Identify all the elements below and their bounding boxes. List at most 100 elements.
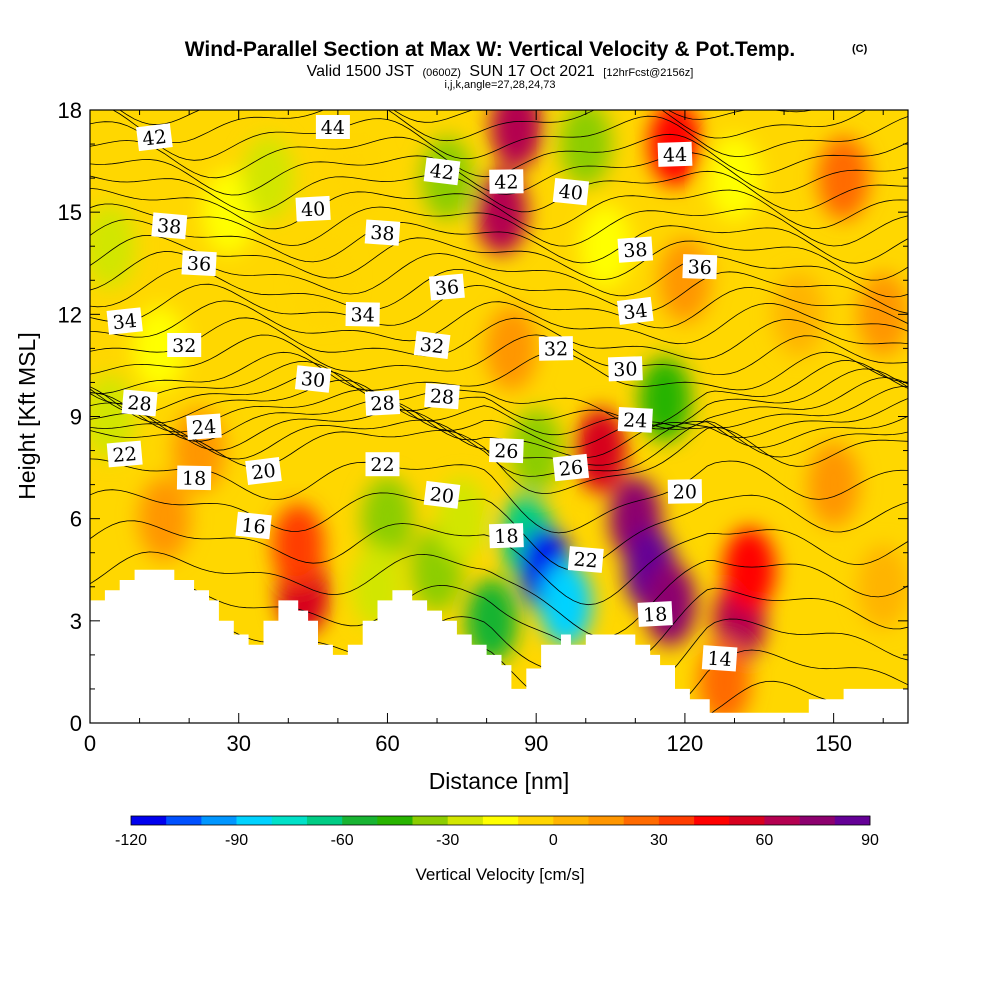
theta-line-29 xyxy=(90,360,908,428)
theta-line-44 xyxy=(90,115,908,161)
colorbar-tick-label: -30 xyxy=(436,832,459,849)
colorbar-swatch-1 xyxy=(166,816,202,825)
contour-label-box xyxy=(167,333,202,357)
w-cell-17 xyxy=(490,110,543,170)
subtitle-valid: Valid 1500 JST xyxy=(307,63,415,80)
contour-label-box xyxy=(106,440,143,468)
contour-label-15: 34 xyxy=(616,296,654,325)
colorbar-swatch-17 xyxy=(729,816,765,825)
colorbar-swatch-16 xyxy=(694,816,730,825)
contour-label-text: 36 xyxy=(687,256,712,279)
colorbar-tick-label: 90 xyxy=(861,832,879,849)
w-cell-31 xyxy=(658,238,711,323)
contour-label-box xyxy=(413,331,451,359)
contour-label-text: 34 xyxy=(350,304,375,326)
colorbar-swatch-8 xyxy=(412,816,449,825)
w-cell-36 xyxy=(772,272,825,357)
colorbar-swatch-10 xyxy=(482,816,519,825)
w-cell-1 xyxy=(90,204,136,289)
contour-label-28: 26 xyxy=(552,453,590,482)
w-cell-40 xyxy=(857,272,908,357)
contour-label-13: 34 xyxy=(106,307,143,335)
contour-label-29: 18 xyxy=(176,465,212,491)
colorbar-swatch-9 xyxy=(447,816,484,825)
contour-label-box xyxy=(364,219,401,246)
colorbar-tick-label: 60 xyxy=(756,832,774,849)
contour-label-7: 40 xyxy=(295,195,331,222)
contour-label-5: 44 xyxy=(657,141,693,167)
contour-label-9: 38 xyxy=(617,236,654,263)
chart-subtitle: Valid 1500 JST (0600Z) SUN 17 Oct 2021 [… xyxy=(307,63,694,80)
contour-label-text: 28 xyxy=(370,392,395,415)
w-cell-35 xyxy=(723,527,776,612)
colorbar-swatch-19 xyxy=(799,816,836,825)
contour-label-box xyxy=(365,452,400,477)
contour-label-box xyxy=(245,457,282,485)
w-cell-22 xyxy=(539,561,592,646)
contour-label-box xyxy=(106,307,143,335)
theta-line-32 xyxy=(90,317,908,360)
colorbar-swatch-7 xyxy=(377,816,413,825)
theta-line-42 xyxy=(90,152,908,196)
copyright-mark: (C) xyxy=(852,43,868,55)
contour-label-box xyxy=(176,465,212,491)
contour-label-text: 42 xyxy=(494,171,519,193)
contour-label-text: 36 xyxy=(186,253,211,276)
colorbar-swatch-14 xyxy=(623,816,660,825)
colorbar-swatch-2 xyxy=(201,816,237,825)
contour-label-text: 44 xyxy=(321,117,345,139)
y-tick-label: 3 xyxy=(70,609,82,634)
theta-line-20 xyxy=(90,489,908,571)
contour-label-text: 36 xyxy=(434,276,460,300)
contour-label-25: 24 xyxy=(617,407,653,433)
contour-label-text: 22 xyxy=(573,548,599,572)
contour-label-box xyxy=(294,365,332,393)
contour-label-24: 24 xyxy=(186,413,222,440)
theta-line-36 xyxy=(90,251,908,298)
contour-label-box xyxy=(701,645,738,672)
contour-label-2: 42 xyxy=(423,157,461,186)
x-tick-label: 0 xyxy=(84,731,96,756)
colorbar-swatch-0 xyxy=(131,816,167,825)
y-tick-label: 6 xyxy=(70,507,82,532)
theta-line-23 xyxy=(90,419,908,477)
contour-label-box xyxy=(637,601,673,627)
colorbar-swatch-6 xyxy=(342,816,378,825)
contour-label-box xyxy=(488,523,524,549)
contour-label-box xyxy=(345,302,380,327)
contour-label-35: 18 xyxy=(488,523,524,549)
colorbar-swatch-4 xyxy=(271,816,308,825)
contour-label-1: 44 xyxy=(315,115,350,139)
theta-line-41 xyxy=(90,170,908,213)
theta-line-40 xyxy=(90,188,908,230)
contour-label-text: 22 xyxy=(112,443,138,467)
contour-label-37: 18 xyxy=(637,601,673,627)
contour-label-text: 32 xyxy=(419,334,446,359)
contour-label-4: 40 xyxy=(552,177,590,206)
colorbar-swatch-3 xyxy=(236,816,273,825)
subtitle-date: SUN 17 Oct 2021 xyxy=(469,63,595,80)
contour-label-text: 38 xyxy=(370,222,396,246)
theta-line-39 xyxy=(90,203,908,247)
contour-label-box xyxy=(552,177,590,206)
theta-line-28 xyxy=(90,368,908,430)
contour-label-text: 28 xyxy=(127,392,153,416)
w-cell-2 xyxy=(133,306,186,391)
contour-label-23: 28 xyxy=(424,382,460,410)
contour-label-20: 30 xyxy=(607,356,643,382)
w-cell-39 xyxy=(857,544,908,629)
contour-label-box xyxy=(315,115,350,139)
x-tick-label: 30 xyxy=(226,731,250,756)
contour-label-box xyxy=(488,438,524,464)
w-cell-11 xyxy=(361,476,414,561)
contour-label-box xyxy=(682,254,718,280)
contour-label-text: 26 xyxy=(558,456,584,480)
contour-label-box xyxy=(136,123,173,152)
colorbar-swatch-5 xyxy=(306,816,343,825)
subtitle-zulu: (0600Z) xyxy=(422,67,461,79)
colorbar-tick-label: -120 xyxy=(115,832,147,849)
contour-label-text: 18 xyxy=(182,468,207,490)
contour-label-14: 34 xyxy=(345,302,380,327)
colorbar-tick-label: -60 xyxy=(331,832,354,849)
x-tick-label: 150 xyxy=(815,731,852,756)
